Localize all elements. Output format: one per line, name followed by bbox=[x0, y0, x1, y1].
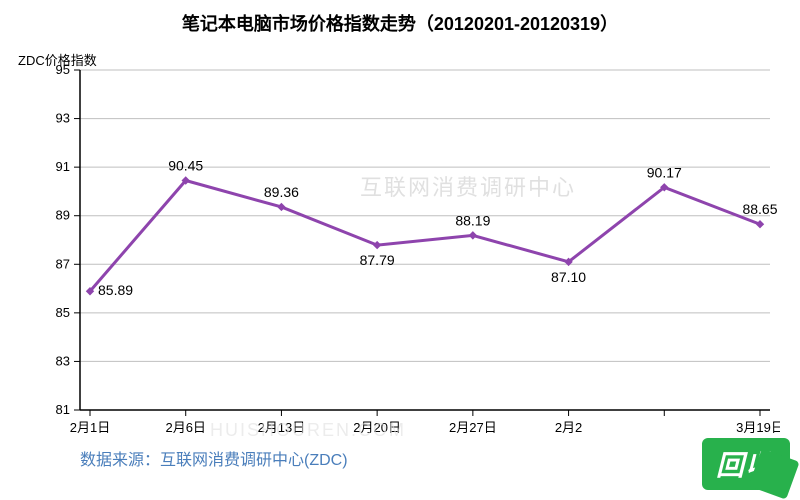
x-tick-label: 2月2 bbox=[555, 420, 582, 435]
y-tick-label: 91 bbox=[56, 159, 70, 174]
chart-area: 81838587899193952月1日2月6日2月13日2月20日2月27日2… bbox=[30, 65, 720, 405]
data-label: 87.79 bbox=[360, 252, 395, 268]
data-source-label: 数据来源：互联网消费调研中心(ZDC) bbox=[80, 446, 348, 470]
data-label: 88.19 bbox=[455, 212, 490, 228]
y-tick-label: 87 bbox=[56, 256, 70, 271]
data-label: 87.10 bbox=[551, 269, 586, 285]
y-tick-label: 83 bbox=[56, 353, 70, 368]
x-tick-label: 2月1日 bbox=[70, 420, 110, 435]
x-tick-label: 2月27日 bbox=[449, 420, 497, 435]
data-marker bbox=[469, 232, 476, 239]
y-tick-label: 95 bbox=[56, 65, 70, 77]
chart-title: 笔记本电脑市场价格指数走势（20120201-20120319） bbox=[0, 0, 800, 36]
recycle-badge: 回收 bbox=[702, 438, 790, 490]
y-tick-label: 85 bbox=[56, 305, 70, 320]
y-tick-label: 89 bbox=[56, 208, 70, 223]
data-label: 89.36 bbox=[264, 184, 299, 200]
x-tick-label: 2月13日 bbox=[258, 420, 306, 435]
y-tick-label: 81 bbox=[56, 402, 70, 417]
x-tick-label: 2月6日 bbox=[165, 420, 205, 435]
x-tick-label: 3月19日 bbox=[736, 420, 780, 435]
data-line bbox=[90, 181, 760, 292]
x-tick-label: 2月20日 bbox=[353, 420, 401, 435]
data-label: 90.45 bbox=[168, 158, 203, 174]
data-label: 88.65 bbox=[742, 201, 777, 217]
data-label: 85.89 bbox=[98, 282, 133, 298]
y-tick-label: 93 bbox=[56, 111, 70, 126]
line-chart-svg: 81 83 85 87 89 91 93 95 2月1日 2月6日 2月13日 2月20日 2月27日 2… bbox=[30, 65, 780, 445]
data-label: 90.17 bbox=[647, 164, 682, 180]
